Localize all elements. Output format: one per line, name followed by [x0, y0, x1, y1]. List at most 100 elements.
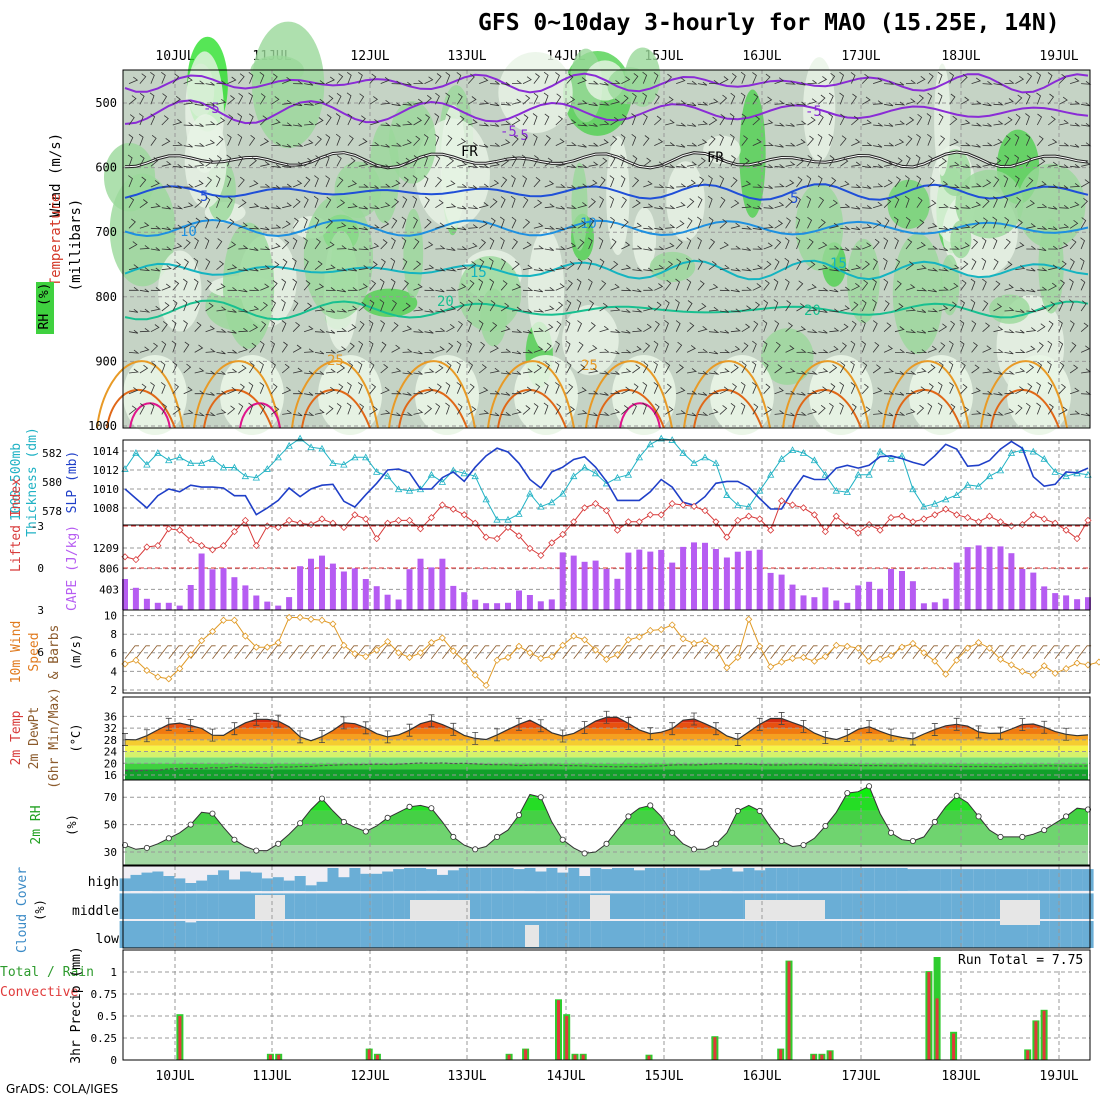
- wind-barb: [435, 327, 446, 333]
- wind-barb: [719, 287, 731, 292]
- wind-barb: [139, 308, 151, 313]
- wind-barb: [270, 73, 278, 84]
- wind-barb: [631, 133, 637, 146]
- cloud-bar-low: [469, 921, 481, 948]
- wind-barb: [861, 279, 869, 291]
- contour-temp: [882, 360, 970, 429]
- slp-tick: 1014: [93, 445, 120, 458]
- wind-barb: [205, 176, 212, 188]
- wind-barb: [1015, 75, 1025, 84]
- cloud-bar-low: [885, 921, 897, 948]
- cloud-bar-middle: [1049, 893, 1061, 919]
- wind-barb: [183, 202, 194, 209]
- rh-blob: [909, 355, 973, 435]
- surface-wind-barb: [124, 645, 139, 660]
- wind-barb: [304, 412, 315, 416]
- wind-barb: [862, 142, 873, 146]
- cape-bar: [548, 599, 555, 610]
- wind-barb: [479, 77, 489, 84]
- wind-barb: [916, 196, 923, 208]
- wind-barb: [1080, 197, 1089, 208]
- wind-barb: [303, 237, 308, 250]
- lifted-index-point: [778, 497, 786, 505]
- wind-barb: [741, 247, 751, 251]
- wind-barb: [938, 203, 949, 209]
- wind-barb: [1004, 389, 1015, 395]
- wind-barb: [829, 245, 840, 250]
- surface-wind-barb: [792, 645, 807, 660]
- wind-barb: [1036, 402, 1041, 415]
- rh-blob: [892, 233, 944, 355]
- cloud-low-label: low: [96, 932, 120, 947]
- wind-barb: [424, 405, 433, 415]
- lifted-index-point: [964, 514, 972, 522]
- wind-barb: [128, 387, 139, 395]
- wind-barb: [861, 319, 866, 332]
- wind-barb: [708, 216, 714, 229]
- lifted-index-point: [219, 542, 228, 550]
- wind-barb: [752, 115, 761, 126]
- wind-barb: [752, 340, 757, 353]
- rh-point: [778, 838, 785, 845]
- wind-barb: [445, 92, 450, 105]
- wind-speed-point: [515, 642, 523, 650]
- wind-barb: [435, 383, 442, 394]
- rh-point: [165, 835, 172, 842]
- wind-barb: [194, 299, 200, 312]
- wind-barb: [205, 139, 216, 146]
- lifted-index-point: [821, 528, 829, 536]
- temp-band: [125, 722, 1088, 729]
- wind-barb: [807, 350, 817, 355]
- wind-barb: [1015, 367, 1026, 374]
- wind-barb: [271, 261, 280, 271]
- wind-barb: [227, 241, 237, 250]
- wind-barb: [139, 346, 150, 353]
- rh-blob: [388, 101, 437, 184]
- precip-convective-bar: [820, 1054, 824, 1060]
- cape-bar: [811, 597, 818, 610]
- wind-barb: [730, 245, 742, 250]
- wind-barb: [281, 278, 287, 291]
- wind-barb: [347, 180, 358, 188]
- temp-minmax-bar: [450, 722, 457, 736]
- wind-barb: [413, 409, 424, 415]
- precip-convective-label: Convective: [0, 985, 78, 1000]
- wind-barb: [971, 364, 980, 374]
- wind-barb: [587, 237, 593, 250]
- cloud-bar-high: [524, 868, 536, 891]
- wind-barb: [752, 138, 762, 146]
- wind-barb: [543, 71, 549, 84]
- wind-barb: [927, 177, 935, 188]
- temperature-label: Temperature: [48, 194, 64, 287]
- wind-barb: [829, 177, 837, 188]
- wind-barb: [521, 154, 527, 167]
- lifted-index-point: [362, 515, 370, 523]
- wind-barb: [216, 328, 227, 333]
- wind-barb: [390, 257, 396, 270]
- wind-barb: [1058, 383, 1067, 394]
- wind-barb: [522, 218, 531, 229]
- cape-bar: [329, 563, 336, 610]
- wind-barb: [763, 383, 771, 394]
- cloud-bar-high: [491, 868, 503, 891]
- rh-blob: [514, 355, 578, 435]
- wind-barb: [752, 301, 761, 312]
- wind-barb: [511, 80, 523, 84]
- thickness-point: [887, 454, 895, 462]
- cloud-bar-middle: [984, 893, 996, 919]
- wind-barb: [215, 195, 221, 208]
- wind-barb: [161, 93, 168, 105]
- cloud-bar-high: [163, 876, 175, 891]
- rh-point: [822, 823, 829, 830]
- cloud-bar-high: [1071, 869, 1083, 891]
- wind-barb: [741, 225, 753, 230]
- cloud-bar-high: [141, 872, 153, 891]
- surface-wind-barb: [671, 645, 687, 660]
- thickness-point: [482, 495, 490, 503]
- wind-barb: [380, 99, 391, 105]
- cape-bar: [308, 558, 314, 610]
- cloud-bar-middle: [349, 893, 361, 919]
- wind-barb: [588, 142, 599, 147]
- surface-wind-barb: [923, 645, 938, 660]
- wind-barb: [654, 115, 662, 126]
